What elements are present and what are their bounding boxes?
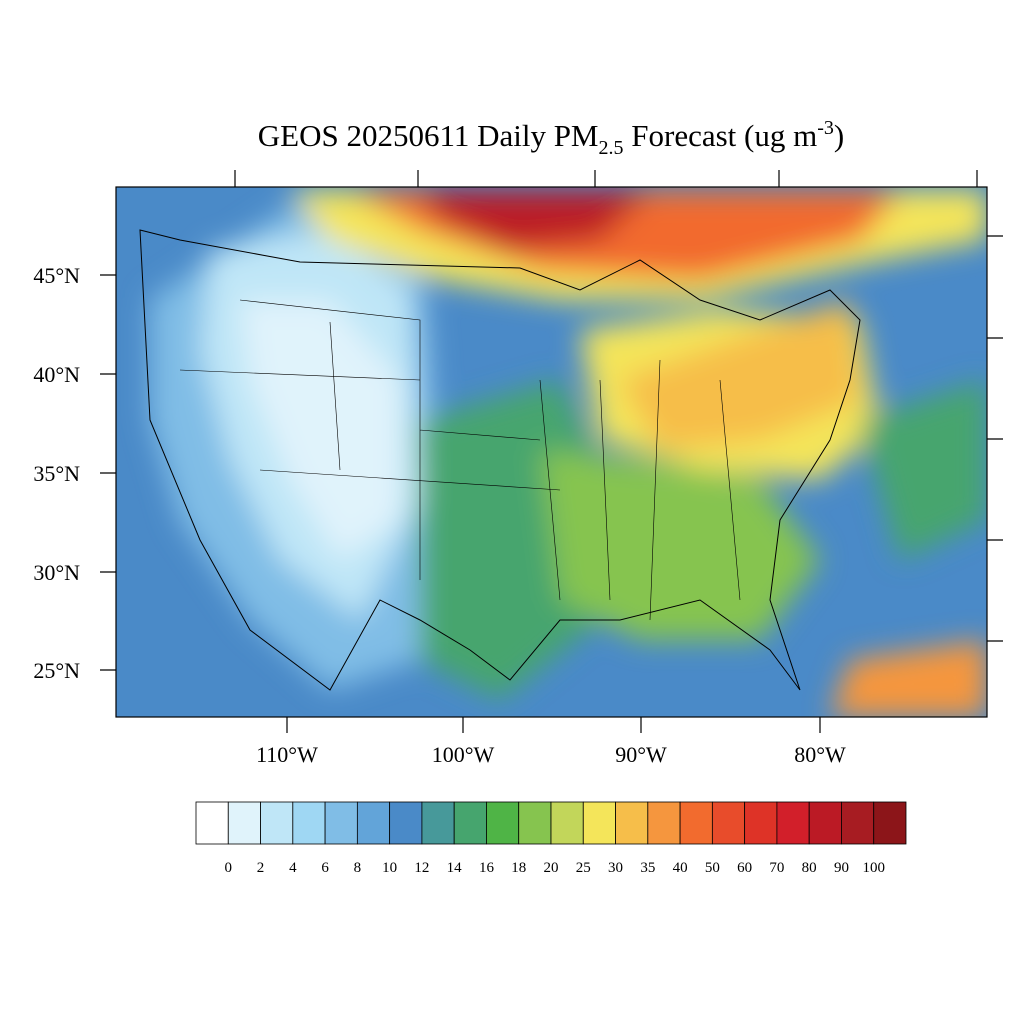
coastline [139, 229, 861, 691]
colorbar-label: 0 [225, 860, 233, 876]
title: GEOS 20250611 Daily PM2.5 Forecast (ug m… [258, 117, 844, 159]
colorbar-label: 60 [737, 860, 752, 876]
lat-label: 35°N [33, 461, 80, 486]
colorbar-box [356, 801, 391, 845]
colorbar-label: 18 [511, 860, 526, 876]
lat-label: 30°N [33, 560, 80, 585]
colorbar-label: 25 [576, 860, 591, 876]
lon-label: 110°W [256, 742, 318, 767]
colorbar-label: 4 [289, 860, 297, 876]
colorbar: 0 2 4 6 8 10 12 14 16 18 20 25 30 35 40 50 60 70 80 90 100 [195, 801, 907, 876]
field-smoke-core [420, 190, 650, 250]
colorbar-box [808, 801, 842, 845]
map-field [116, 187, 987, 717]
colorbar-box [550, 801, 584, 845]
colorbar-box [260, 801, 294, 845]
field-southeast [830, 640, 987, 717]
title-end: ) [834, 118, 844, 153]
colorbar-box [227, 801, 261, 845]
field-interior [240, 300, 400, 560]
colorbar-label: 50 [705, 860, 720, 876]
colorbar-box [453, 801, 487, 845]
lon-label: 80°W [794, 742, 846, 767]
title-sub: 2.5 [599, 137, 624, 159]
colorbar-label: 8 [354, 860, 362, 876]
field-atlantic [860, 380, 987, 560]
axis-labels: 45°N 40°N 35°N 30°N 25°N 110°W 100°W 90°W 80°W [33, 263, 846, 767]
frame-ticks [100, 170, 1003, 733]
map-frame [115, 186, 988, 718]
colorbar-label: 2 [257, 860, 265, 876]
colorbar-box [518, 801, 552, 845]
colorbar-label: 20 [544, 860, 559, 876]
colorbar-label: 16 [479, 860, 495, 876]
colorbar-box [873, 801, 907, 845]
colorbar-box [679, 801, 713, 845]
colorbar-box [421, 801, 455, 845]
field-south [540, 450, 820, 640]
title-sup: -3 [817, 117, 834, 139]
title-rest: Forecast (ug m [624, 118, 818, 153]
colorbar-box [615, 801, 649, 845]
colorbar-label: 10 [382, 860, 397, 876]
colorbar-box [486, 801, 520, 845]
colorbar-box [582, 801, 616, 845]
title-main: GEOS 20250611 Daily PM [258, 118, 599, 153]
colorbar-label: 30 [608, 860, 623, 876]
lat-label: 25°N [33, 658, 80, 683]
colorbar-box [195, 801, 229, 845]
colorbar-label: 100 [862, 860, 885, 876]
field-ohio [620, 300, 860, 450]
colorbar-label: 12 [414, 860, 429, 876]
colorbar-label: 90 [834, 860, 849, 876]
state-borders [179, 299, 741, 621]
lat-label: 40°N [33, 362, 80, 387]
colorbar-box [711, 801, 746, 845]
lon-label: 100°W [432, 742, 495, 767]
colorbar-box [292, 801, 326, 845]
colorbar-box [324, 801, 358, 845]
colorbar-label: 80 [802, 860, 817, 876]
colorbar-box [647, 801, 681, 845]
lon-label: 90°W [615, 742, 667, 767]
colorbar-box [744, 801, 778, 845]
colorbar-label: 35 [640, 860, 655, 876]
colorbar-label: 70 [769, 860, 784, 876]
colorbar-box [776, 801, 810, 845]
lat-label: 45°N [33, 263, 80, 288]
colorbar-label: 6 [321, 860, 329, 876]
colorbar-box [389, 801, 423, 845]
colorbar-label: 14 [447, 860, 463, 876]
colorbar-label: 40 [673, 860, 688, 876]
colorbar-box [841, 801, 875, 845]
